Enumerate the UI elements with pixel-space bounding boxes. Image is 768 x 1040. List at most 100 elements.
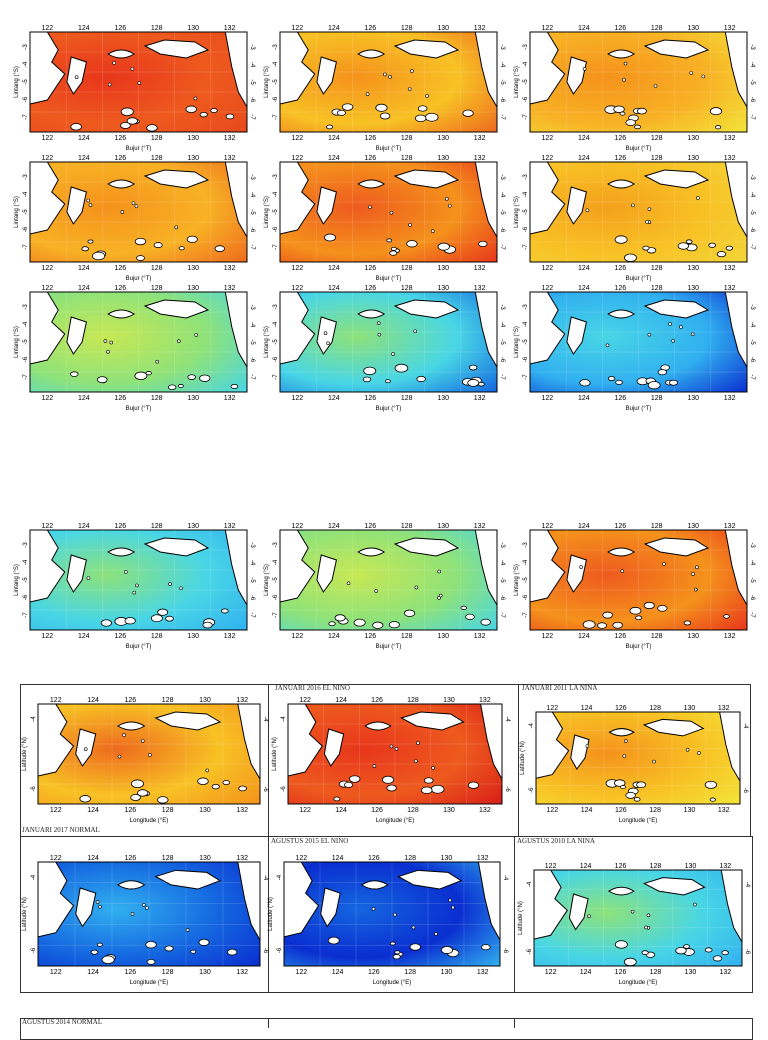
land-mass xyxy=(224,31,248,109)
island xyxy=(391,352,395,356)
tick-label-top: 132 xyxy=(224,285,236,292)
sst-map-svg: 122 122 124 124 126 126 128 128 130 130 132 132 -3 -4… xyxy=(14,523,255,650)
island xyxy=(460,605,467,611)
tick-label-bottom: 130 xyxy=(687,265,699,272)
tick-label-bottom: 126 xyxy=(615,807,627,814)
y-axis-label: Lintang (°S) xyxy=(264,326,270,358)
island xyxy=(327,936,340,945)
island xyxy=(467,781,480,789)
tick-label-left: -7 xyxy=(523,244,529,250)
tick-label-top: 130 xyxy=(437,523,449,530)
tick-label-left: -4 xyxy=(31,874,37,880)
tick-label-bottom: 132 xyxy=(474,265,486,272)
land-mass xyxy=(529,161,566,235)
island xyxy=(368,205,372,209)
tick-label-top: 122 xyxy=(292,285,304,292)
island xyxy=(715,125,722,130)
tick-label-bottom: 132 xyxy=(224,135,236,142)
tick-label-left: -5 xyxy=(523,209,529,215)
tick-label-left: -7 xyxy=(23,612,29,618)
sst-map: 122 122 124 124 126 126 128 128 130 130 132 132 -4 -6… xyxy=(18,850,280,988)
land-mass xyxy=(316,554,338,593)
tick-label-top: 132 xyxy=(224,523,236,530)
table-divider xyxy=(518,684,519,836)
tick-label-right: -4 xyxy=(249,62,255,68)
y-axis-label: Latitude (°N) xyxy=(272,737,278,771)
tick-label-right: -4 xyxy=(249,322,255,328)
island xyxy=(130,794,141,801)
tick-label-right: -6 xyxy=(262,948,268,954)
tick-label-right: -7 xyxy=(249,612,255,618)
land-mass xyxy=(29,529,66,603)
tick-label-left: -7 xyxy=(23,114,29,120)
tick-label-top: 124 xyxy=(578,285,590,292)
tick-label-right: -6 xyxy=(249,97,255,103)
island xyxy=(227,948,238,956)
island xyxy=(157,796,169,804)
tick-label-left: -3 xyxy=(523,304,529,310)
tick-label-bottom: 128 xyxy=(151,633,163,640)
island xyxy=(393,912,397,917)
y-axis-label: Lintang (°S) xyxy=(14,196,20,228)
tick-label-left: -3 xyxy=(273,304,279,310)
island xyxy=(685,747,690,752)
island xyxy=(579,565,583,569)
y-axis-label: Lintang (°S) xyxy=(514,564,520,596)
island xyxy=(685,239,693,244)
tick-label-top: 124 xyxy=(580,863,592,870)
land-mass xyxy=(287,703,323,777)
tick-label-bottom: 124 xyxy=(578,633,590,640)
tick-label-left: -5 xyxy=(23,339,29,345)
tick-label-bottom: 126 xyxy=(114,265,126,272)
island xyxy=(468,364,478,371)
tick-label-bottom: 126 xyxy=(364,265,376,272)
tick-label-top: 126 xyxy=(114,25,126,32)
tick-label-top: 124 xyxy=(78,523,90,530)
tick-label-bottom: 124 xyxy=(78,265,90,272)
island xyxy=(210,108,218,114)
tick-label-left: -5 xyxy=(523,79,529,85)
land-mass xyxy=(224,291,248,369)
tick-label-bottom: 128 xyxy=(404,969,416,976)
tick-label-left: -4 xyxy=(277,874,283,880)
island xyxy=(662,562,666,566)
x-axis-label: Longitude (°E) xyxy=(376,818,414,824)
tick-label-top: 122 xyxy=(295,855,307,862)
tick-label-top: 126 xyxy=(114,285,126,292)
tick-label-top: 126 xyxy=(368,855,380,862)
land-mass xyxy=(357,547,386,557)
island xyxy=(622,754,627,758)
island xyxy=(153,242,163,249)
island xyxy=(721,950,729,956)
island xyxy=(346,581,351,586)
tick-label-top: 126 xyxy=(364,285,376,292)
tick-label-top: 132 xyxy=(474,523,486,530)
tick-label-top: 126 xyxy=(364,155,376,162)
tick-label-right: -5 xyxy=(499,209,505,215)
island xyxy=(155,359,160,364)
tick-label-bottom: 126 xyxy=(614,135,626,142)
tick-label-left: -3 xyxy=(523,174,529,180)
tick-label-right: -5 xyxy=(499,577,505,583)
tick-label-bottom: 132 xyxy=(474,135,486,142)
y-axis-label: Latitude (°N) xyxy=(22,737,28,771)
tick-label-right: -4 xyxy=(249,560,255,566)
island xyxy=(88,203,93,207)
tick-label-left: -6 xyxy=(31,947,37,953)
tick-label-bottom: 124 xyxy=(78,395,90,402)
tick-label-left: -7 xyxy=(523,612,529,618)
tick-label-right: -6 xyxy=(499,227,505,233)
tick-label-bottom: 128 xyxy=(401,265,413,272)
land-mass xyxy=(357,309,386,319)
island xyxy=(222,780,230,786)
tick-label-bottom: 126 xyxy=(114,633,126,640)
tick-label-bottom: 122 xyxy=(42,265,54,272)
land-mass xyxy=(533,869,568,940)
island xyxy=(134,204,139,208)
tick-label-bottom: 124 xyxy=(78,633,90,640)
island xyxy=(120,107,134,117)
tick-label-left: -4 xyxy=(273,191,279,197)
tick-label-bottom: 122 xyxy=(292,135,304,142)
island xyxy=(385,379,391,384)
tick-label-top: 130 xyxy=(687,25,699,32)
